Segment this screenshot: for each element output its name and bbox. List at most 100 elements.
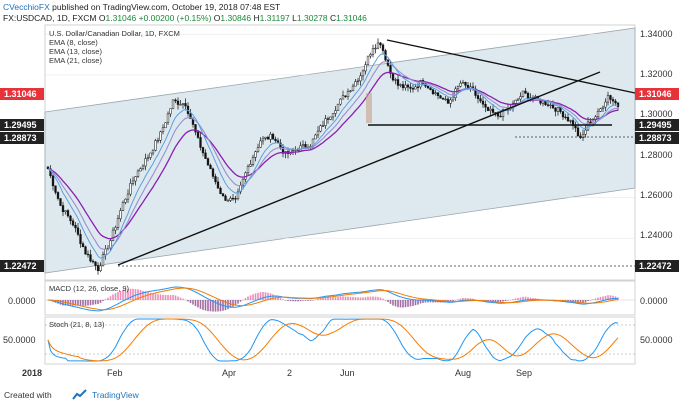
candle-body <box>499 115 502 118</box>
macd-histogram-bar <box>307 300 309 301</box>
candle-body <box>399 84 402 86</box>
candle-body <box>446 98 450 104</box>
candle-body <box>199 137 202 148</box>
candle-body <box>414 86 417 90</box>
macd-histogram-bar <box>279 297 282 300</box>
candle-body <box>66 210 70 217</box>
candle-body <box>314 134 317 140</box>
macd-histogram-bar <box>112 294 114 300</box>
macd-histogram-bar <box>264 292 267 300</box>
candle-body <box>519 96 522 100</box>
macd-histogram-bar <box>277 296 279 300</box>
candle-body <box>371 48 375 55</box>
candle-body <box>271 133 275 140</box>
macd-histogram-bar <box>397 300 399 308</box>
stoch-k-line <box>47 318 619 362</box>
macd-histogram-bar <box>584 300 587 303</box>
macd-histogram-bar <box>452 300 454 302</box>
macd-histogram-bar <box>122 289 124 300</box>
macd-histogram-bar <box>364 297 367 300</box>
tradingview-brand[interactable]: TradingView <box>92 390 139 400</box>
macd-histogram-bar <box>119 290 122 300</box>
macd-histogram-bar <box>344 296 347 300</box>
candle-body <box>596 111 600 118</box>
candle-body <box>91 260 95 263</box>
candle-body <box>411 88 415 90</box>
macd-histogram-bar <box>599 296 602 300</box>
candle-body <box>584 129 587 135</box>
candle-body <box>126 193 130 200</box>
candle-body <box>236 191 240 199</box>
macd-histogram-bar <box>302 300 304 301</box>
candle-body <box>441 97 445 100</box>
candle-body <box>389 65 392 74</box>
candle-body <box>329 116 332 120</box>
candle-body <box>156 139 160 142</box>
candle-body <box>84 246 87 255</box>
macd-histogram-bar <box>449 300 452 302</box>
candle-body <box>274 138 277 141</box>
open-value: 1.31046 <box>105 13 137 23</box>
candle-body <box>54 185 57 193</box>
macd-histogram-bar <box>424 300 427 303</box>
candle-body <box>434 92 437 95</box>
macd-histogram-bar <box>292 300 294 302</box>
candle-body <box>514 99 517 104</box>
candle-body <box>99 265 102 272</box>
symbol-ohlc-line: FX:USDCAD, 1D, FXCM O1.31046 +0.00200 (+… <box>3 13 367 23</box>
macd-histogram-bar <box>597 297 599 300</box>
macd-histogram-bar <box>504 300 507 301</box>
candle-body <box>369 54 372 57</box>
macd-histogram-bar <box>414 300 417 306</box>
macd-histogram-bar <box>224 300 227 311</box>
candle-body <box>376 42 380 49</box>
macd-histogram-bar <box>402 300 404 308</box>
macd-histogram-bar <box>607 295 609 300</box>
macd-histogram-bar <box>317 298 319 300</box>
macd-histogram-bar <box>469 298 472 300</box>
candle-body <box>111 229 115 241</box>
macd-histogram-bar <box>472 298 474 300</box>
macd-histogram-bar <box>582 300 584 304</box>
level-label-128873: 1.28873 <box>639 133 672 143</box>
x-tick-label: Apr <box>222 368 236 378</box>
stoch-tick-label: 50.0000 <box>3 335 36 345</box>
macd-histogram-bar <box>114 293 117 300</box>
level-box-left-129495 <box>0 119 44 131</box>
macd-histogram-bar <box>262 291 264 300</box>
current-price-label: 1.31046 <box>639 89 672 99</box>
macd-histogram-bar <box>374 296 377 300</box>
macd-histogram-bar <box>339 296 342 300</box>
macd-histogram-bar <box>372 296 374 300</box>
candle-body <box>426 85 430 89</box>
high-value: 1.31197 <box>259 13 290 23</box>
candle-body <box>374 47 377 50</box>
candle-body <box>556 107 560 112</box>
candle-body <box>214 176 217 183</box>
macd-histogram-bar <box>512 299 514 300</box>
candle-body <box>209 164 212 170</box>
candle-body <box>611 99 615 102</box>
candle-body <box>416 86 420 88</box>
candle-body <box>86 253 90 256</box>
macd-histogram-bar <box>244 298 247 300</box>
candle-body <box>394 79 397 81</box>
level-label-left-122472: 1.22472 <box>4 261 37 271</box>
macd-histogram-bar <box>87 300 89 306</box>
macd-histogram-bar <box>347 296 349 300</box>
macd-histogram-bar <box>462 297 464 300</box>
macd-histogram-bar <box>157 294 159 300</box>
macd-histogram-bar <box>252 294 254 300</box>
author-name[interactable]: CVecchioFX <box>3 2 50 12</box>
ema21-legend: EMA (21, close) <box>49 56 102 65</box>
candle-body <box>281 147 285 154</box>
candle-body <box>366 55 370 66</box>
level-label-122472: 1.22472 <box>639 261 672 271</box>
candle-body <box>484 103 487 108</box>
highlight-box <box>366 93 372 123</box>
macd-histogram-bar <box>62 300 64 306</box>
macd-histogram-bar <box>257 292 259 300</box>
candle-body <box>181 103 185 105</box>
candle-body <box>61 205 65 213</box>
